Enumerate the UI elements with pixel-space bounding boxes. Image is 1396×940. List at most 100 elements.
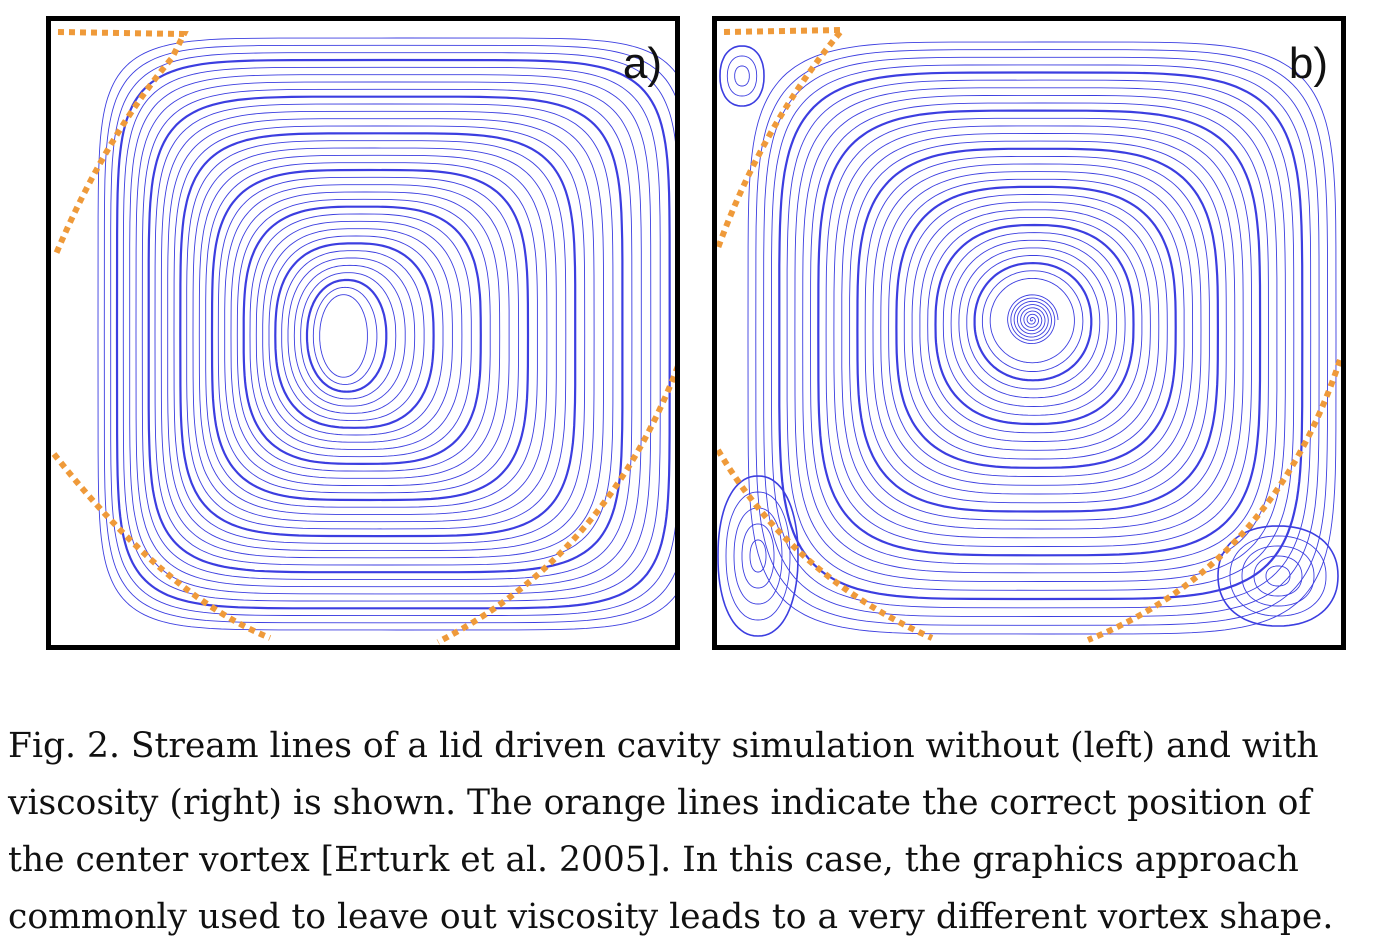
streamline-loop [97,37,680,631]
panel-frame-left [46,16,680,650]
streamline-loop [210,168,530,502]
streamline-loop [268,235,444,436]
streamline-loop [198,154,548,515]
streamline-loop [217,176,520,494]
streamline-loop [888,178,1185,477]
orange-dashed-line-top-left [53,29,189,256]
corner-eddy-top-left [719,45,765,107]
streamline-center-spiral [1007,294,1059,345]
streamline-loop [802,94,1278,574]
streamline-panel-left: a) [46,16,680,650]
streamline-loop [122,66,661,602]
streamline-loop [224,184,510,487]
streamline-loop [747,41,1337,635]
corner-eddy-bottom-left [725,491,791,621]
streamline-loop [154,103,614,566]
orange-dashed-line-bottom-right [436,364,680,645]
corner-eddy-bottom-right [1217,525,1339,627]
orange-dashed-line-bottom-left [51,452,272,641]
streamline-loop [919,209,1151,442]
streamline-loop [281,250,425,422]
streamline-loop [849,140,1227,521]
streamline-loop [911,201,1160,451]
corner-eddy-top-left [734,65,750,87]
streamline-loop [864,155,1210,504]
streamline-loop [173,125,586,544]
orange-vortex-boundary-left [51,29,680,645]
streamline-loop [255,220,463,450]
streamline-loop [880,171,1194,486]
streamline-loop [958,247,1109,399]
streamline-panel-right: b) [712,16,1346,650]
streamline-loop [242,205,482,466]
streamline-loop [981,270,1084,372]
streamline-loop [833,125,1244,539]
streamlines-left [97,37,680,631]
corner-eddy-bottom-right [1229,535,1327,617]
streamline-loop [312,286,378,385]
streamline-loop [319,294,368,378]
streamline-loop [160,110,605,559]
corner-eddy-bottom-right [1265,565,1291,587]
corner-eddy-bottom-left [749,539,767,573]
panel-label-b: b) [1288,39,1328,88]
streamline-loop [755,49,1329,626]
corner-eddy-bottom-right [1241,545,1315,607]
streamline-loop [249,213,472,458]
orange-dashed-line-top-left [715,26,849,250]
streamline-loop [895,185,1177,469]
streamline-loop [167,118,595,552]
corner-eddy-bottom-left [741,523,775,589]
streamline-loop [262,228,453,443]
streamline-loop [236,198,491,472]
corner-eddy-bottom-left [733,507,783,605]
streamline-loop [770,64,1312,609]
streamline-loop [230,191,501,479]
streamline-loop [205,162,538,508]
corner-eddy-top-left [726,55,758,97]
corner-eddy-bottom-left [717,475,799,637]
streamline-loop [192,147,557,523]
streamline-loop [141,88,633,580]
streamline-plot-right [712,16,1346,650]
streamline-loop [135,81,642,588]
streamline-loop [966,255,1101,390]
streamline-loop [305,278,388,393]
streamline-loop [103,44,680,624]
streamline-loop [872,163,1202,495]
streamline-loop [274,242,435,429]
streamline-loop [794,87,1286,582]
orange-dashed-line-bottom-right [1086,359,1343,643]
streamline-loop [147,95,624,574]
streamline-loop [903,194,1168,460]
streamline-loop [110,52,680,617]
streamline-loop [778,71,1304,601]
panel-frame-right [712,16,1346,650]
streamline-loop [763,56,1320,617]
figure-caption: Fig. 2. Stream lines of a lid driven cav… [8,726,1334,937]
streamline-loop [973,261,1093,382]
streamline-loop [942,232,1126,416]
streamline-loop [810,102,1269,565]
streamline-loop [989,277,1075,364]
streamline-loop [186,140,567,530]
streamline-loop [300,272,397,400]
streamline-loop [934,223,1135,426]
streamline-loop [179,132,577,538]
streamline-loop [841,133,1236,530]
streamlines-right [717,41,1339,637]
streamline-plot-left [46,16,680,650]
streamline-loop [927,216,1143,434]
corner-eddy-bottom-right [1253,555,1303,597]
streamline-loop [115,58,671,610]
orange-vortex-boundary-right [715,26,1343,643]
streamline-loop [817,109,1262,557]
streamline-loop [287,257,416,414]
streamline-loop [825,117,1253,547]
streamline-loop [129,74,652,595]
panel-label-a: a) [622,39,662,88]
streamline-loop [856,147,1220,513]
streamline-loop [293,264,406,407]
orange-dashed-line-bottom-left [715,448,934,641]
